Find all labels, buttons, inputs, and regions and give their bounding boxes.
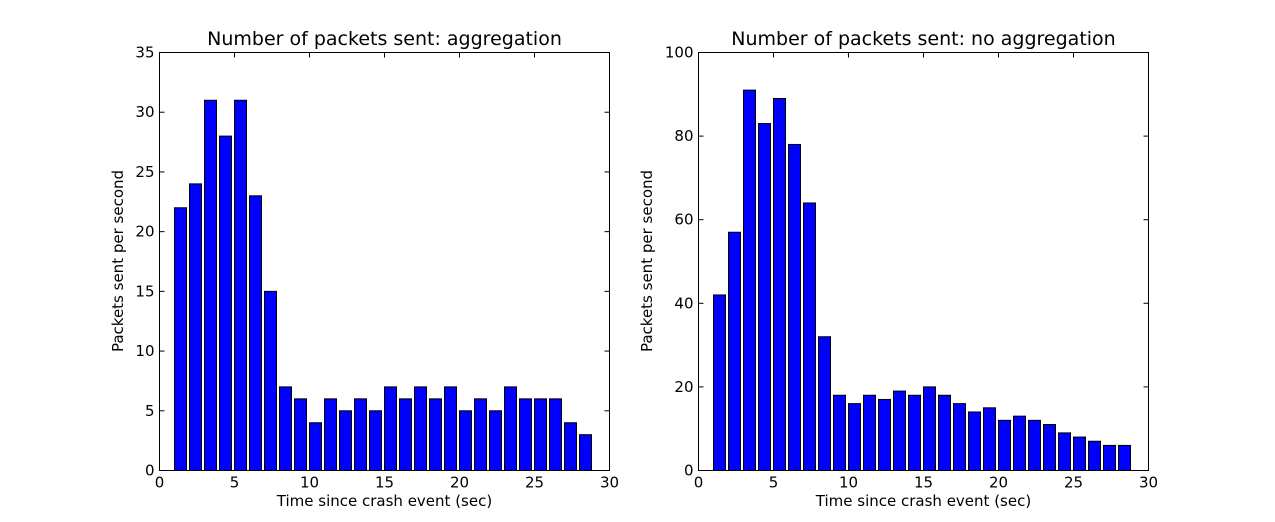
bars-no-aggregation	[713, 89, 1131, 472]
bar-aggregation-10	[309, 422, 322, 472]
bar-no-aggregation-14	[908, 394, 921, 472]
bar-aggregation-14	[369, 410, 382, 471]
x-tick-label-aggregation-15: 15	[375, 474, 394, 492]
bar-no-aggregation-12	[878, 398, 891, 471]
x-tick-label-no-aggregation-30: 30	[1139, 474, 1158, 492]
y-tick-label-no-aggregation-20: 20	[674, 378, 693, 396]
bar-aggregation-27	[564, 422, 577, 472]
bar-aggregation-23	[504, 386, 517, 471]
x-tick-label-aggregation-10: 10	[300, 474, 319, 492]
bar-no-aggregation-16	[938, 394, 951, 472]
y-tick-label-no-aggregation-80: 80	[674, 127, 693, 145]
y-axis-label-no-aggregation: Packets sent per second	[638, 170, 656, 352]
bar-aggregation-22	[489, 410, 502, 471]
bar-aggregation-20	[459, 410, 472, 471]
bar-no-aggregation-22	[1028, 419, 1041, 471]
bar-no-aggregation-21	[1013, 415, 1026, 472]
x-tick-label-no-aggregation-5: 5	[769, 474, 779, 492]
bar-no-aggregation-8	[818, 336, 831, 471]
x-tick-label-aggregation-0: 0	[155, 474, 165, 492]
y-tick-label-aggregation-0: 0	[145, 462, 155, 480]
bar-no-aggregation-2	[728, 231, 741, 471]
y-tick-label-no-aggregation-60: 60	[674, 211, 693, 229]
bar-aggregation-13	[354, 398, 367, 472]
x-tick-label-no-aggregation-20: 20	[989, 474, 1008, 492]
bar-aggregation-9	[294, 398, 307, 472]
bar-no-aggregation-13	[893, 390, 906, 471]
y-axis-label-aggregation: Packets sent per second	[109, 170, 127, 352]
bar-no-aggregation-17	[953, 403, 966, 471]
bar-aggregation-19	[444, 386, 457, 471]
bar-aggregation-26	[549, 398, 562, 472]
bar-no-aggregation-15	[923, 386, 936, 471]
chart-title-aggregation: Number of packets sent: aggregation	[207, 28, 562, 50]
y-tick-label-no-aggregation-40: 40	[674, 294, 693, 312]
y-tick-label-aggregation-20: 20	[135, 223, 154, 241]
bar-no-aggregation-28	[1118, 444, 1131, 472]
x-tick-label-aggregation-25: 25	[525, 474, 544, 492]
bar-no-aggregation-11	[863, 394, 876, 472]
chart-no-aggregation: 0 5 10 15 20 25 30 0 20 40 60 80 100 Number of packe…	[638, 28, 1158, 510]
bar-no-aggregation-27	[1103, 444, 1116, 472]
bar-aggregation-6	[249, 195, 262, 471]
bar-aggregation-25	[534, 398, 547, 472]
bar-no-aggregation-19	[983, 407, 996, 471]
bar-aggregation-17	[414, 386, 427, 471]
bar-aggregation-5	[234, 99, 247, 472]
bar-no-aggregation-23	[1043, 424, 1056, 471]
bar-no-aggregation-18	[968, 411, 981, 472]
x-tick-label-aggregation-20: 20	[450, 474, 469, 492]
bar-no-aggregation-1	[713, 294, 726, 471]
y-tick-label-aggregation-10: 10	[135, 342, 154, 360]
x-tick-label-no-aggregation-15: 15	[914, 474, 933, 492]
x-axis-label-aggregation: Time since crash event (sec)	[276, 492, 492, 510]
y-tick-label-aggregation-25: 25	[135, 163, 154, 181]
bars-aggregation	[174, 99, 592, 472]
bar-no-aggregation-25	[1073, 436, 1086, 471]
bar-aggregation-16	[399, 398, 412, 472]
bar-no-aggregation-3	[743, 89, 756, 472]
x-tick-label-no-aggregation-0: 0	[694, 474, 704, 492]
bar-no-aggregation-9	[833, 394, 846, 472]
bar-aggregation-3	[204, 99, 217, 472]
ticks-no-aggregation: 0 5 10 15 20 25 30 0 20 40 60 80 100	[665, 44, 1158, 492]
bar-no-aggregation-26	[1088, 440, 1101, 471]
bar-aggregation-28	[579, 434, 592, 471]
bar-aggregation-12	[339, 410, 352, 471]
y-tick-label-aggregation-15: 15	[135, 282, 154, 300]
bar-no-aggregation-24	[1058, 432, 1071, 472]
bar-no-aggregation-7	[803, 202, 816, 471]
bar-no-aggregation-5	[773, 97, 786, 471]
y-tick-label-aggregation-5: 5	[145, 402, 155, 420]
bar-aggregation-15	[384, 386, 397, 471]
bar-aggregation-4	[219, 135, 232, 471]
bar-no-aggregation-6	[788, 143, 801, 472]
y-tick-label-no-aggregation-100: 100	[665, 44, 694, 62]
x-tick-label-aggregation-5: 5	[230, 474, 240, 492]
bar-aggregation-1	[174, 207, 187, 471]
bar-aggregation-18	[429, 398, 442, 472]
bar-aggregation-11	[324, 398, 337, 472]
x-tick-label-no-aggregation-25: 25	[1064, 474, 1083, 492]
bar-aggregation-21	[474, 398, 487, 472]
chart-title-no-aggregation: Number of packets sent: no aggregation	[731, 28, 1115, 50]
bar-no-aggregation-20	[998, 419, 1011, 471]
ticks-aggregation: 0 5 10 15 20 25 30 0 5 10 15 20 25 30 35	[135, 44, 619, 492]
y-tick-label-aggregation-35: 35	[135, 44, 154, 62]
bar-aggregation-8	[279, 386, 292, 471]
chart-aggregation: 0 5 10 15 20 25 30 0 5 10 15 20 25 30 35 Number of pac…	[109, 28, 619, 510]
y-tick-label-no-aggregation-0: 0	[684, 462, 694, 480]
bar-no-aggregation-10	[848, 403, 861, 471]
x-tick-label-no-aggregation-10: 10	[839, 474, 858, 492]
x-axis-label-no-aggregation: Time since crash event (sec)	[815, 492, 1031, 510]
bar-aggregation-2	[189, 183, 202, 471]
bar-aggregation-24	[519, 398, 532, 472]
x-tick-label-aggregation-30: 30	[600, 474, 619, 492]
bar-aggregation-7	[264, 290, 277, 471]
y-tick-label-aggregation-30: 30	[135, 103, 154, 121]
bar-no-aggregation-4	[758, 123, 771, 471]
